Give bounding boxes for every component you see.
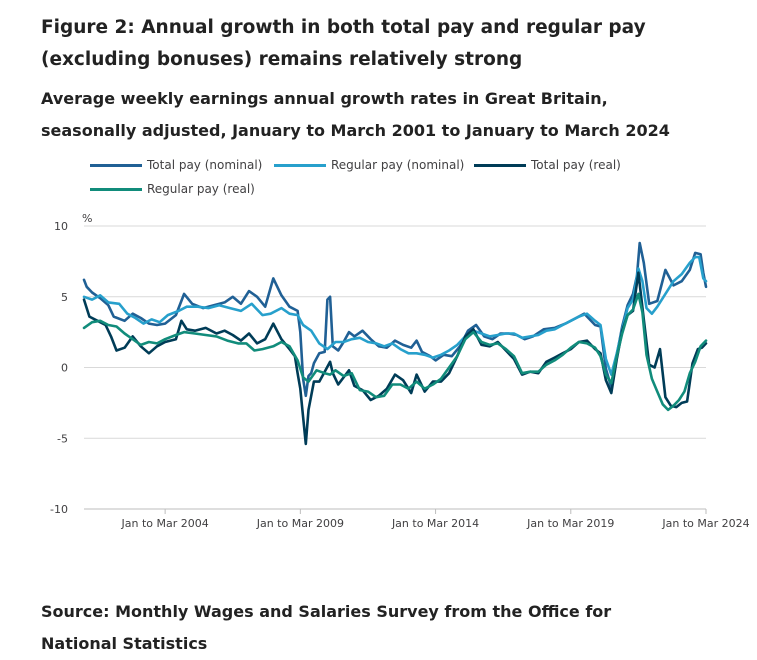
y-tick-label: 10 [54,220,68,233]
legend-swatch [90,163,142,167]
series-line-regular-pay-real- [82,292,708,412]
x-tick-label: Jan to Mar 2014 [391,517,479,530]
y-tick-label: -10 [50,503,68,516]
series-line-total-pay-real- [82,271,708,446]
y-axis: 10 5 0 -5 -10% [50,212,92,516]
y-tick-label: -5 [57,432,68,445]
y-tick-label: 0 [61,362,68,375]
legend-swatch [90,187,142,191]
legend-label: Regular pay (real) [147,182,255,196]
x-tick-label: Jan to Mar 2004 [121,517,209,530]
legend-item-total-pay-real: Total pay (real) [474,158,621,172]
legend-label: Total pay (real) [531,158,621,172]
y-unit-label: % [82,212,92,225]
figure-title: Figure 2: Annual growth in both total pa… [41,17,646,70]
series-line-regular-pay-nominal- [82,255,708,376]
legend-swatch [474,163,526,167]
x-tick-label: Jan to Mar 2009 [256,517,344,530]
chart-subtitle: Average weekly earnings annual growth ra… [41,89,670,140]
series-lines [82,241,708,446]
x-tick-label: Jan to Mar 2019 [526,517,614,530]
x-axis: Jan to Mar 2004 Jan to Mar 2009 Jan to Mar… [121,509,750,530]
grid-lines [84,225,706,510]
legend-swatch [274,163,326,167]
legend-item-regular-pay-real: Regular pay (real) [90,182,255,196]
y-tick-label: 5 [61,291,68,304]
legend-item-regular-pay-nominal: Regular pay (nominal) [274,158,464,172]
source-note: Source: Monthly Wages and Salaries Surve… [41,602,612,653]
legend-label: Regular pay (nominal) [331,158,465,172]
legend-item-total-pay-nominal: Total pay (nominal) [90,158,262,172]
legend-label: Total pay (nominal) [147,158,263,172]
x-tick-label: Jan to Mar 2024 [661,517,749,530]
